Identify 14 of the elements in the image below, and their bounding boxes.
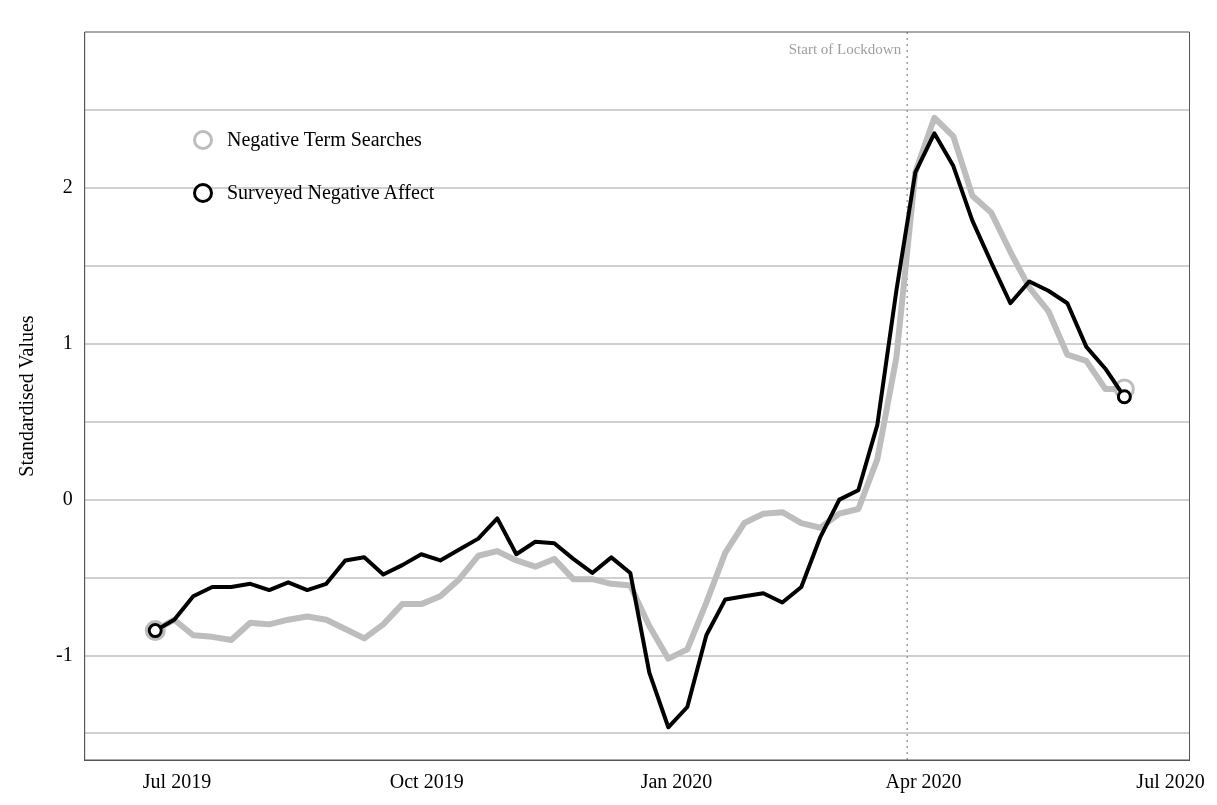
y-tick-label: 2	[62, 175, 73, 198]
point	[1116, 389, 1132, 405]
y-tick-label: 1	[62, 331, 73, 354]
legend-label: Negative Term Searches	[227, 128, 422, 151]
ref-line-label: Start of Lockdown	[788, 40, 902, 57]
y-tick-label: -1	[55, 642, 73, 665]
x-tick-label: Jan 2020	[640, 770, 713, 793]
x-tick-label: Oct 2019	[389, 770, 464, 793]
legend-label: Surveyed Negative Affect	[227, 181, 435, 204]
x-tick-label: Apr 2020	[885, 770, 962, 794]
x-tick-label: Jul 2020	[1136, 770, 1205, 793]
x-tick-label: Jul 2019	[142, 770, 212, 793]
y-axis-title: Standardised Values	[15, 315, 38, 477]
y-tick-label: 0	[62, 486, 73, 509]
